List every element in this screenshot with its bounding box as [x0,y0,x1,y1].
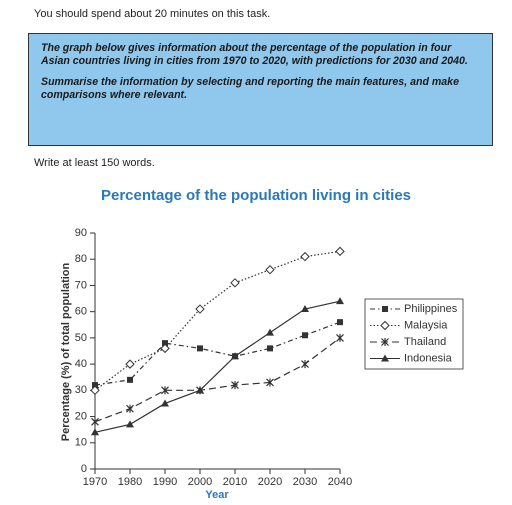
marker [230,278,240,288]
instruction: Write at least 150 words. [34,157,155,169]
marker [195,304,205,314]
marker [91,417,99,426]
x-tick-label: 2030 [293,476,317,488]
y-tick-label: 80 [75,253,87,265]
x-tick-label: 2040 [328,476,352,488]
marker [126,420,134,428]
x-tick-label: 2000 [188,476,212,488]
time-note: You should spend about 20 minutes on thi… [34,8,271,20]
marker [336,333,344,342]
marker [162,340,168,347]
marker [160,343,170,354]
marker [231,381,239,390]
series-line [94,250,341,391]
marker [90,385,100,396]
marker [91,428,99,436]
y-tick-label: 30 [75,384,87,396]
y-tick-label: 90 [75,227,87,239]
legend-label: Malaysia [404,319,448,331]
x-tick-label: 2010 [223,476,247,488]
marker [381,338,389,346]
legend-label: Indonesia [404,352,453,364]
legend-label: Thailand [404,336,446,348]
marker [127,376,133,383]
marker [197,345,203,352]
task-paragraph: The graph below gives information about … [41,42,468,67]
y-tick-label: 40 [75,358,87,370]
x-tick-label: 1970 [83,476,107,488]
y-tick-label: 10 [75,437,87,449]
task-paragraph: Summarise the information by selecting a… [41,76,459,101]
marker [196,386,204,394]
x-tick-label: 1980 [118,476,142,488]
marker [161,399,169,407]
marker [92,382,98,389]
chart-title: Percentage of the population living in c… [101,187,411,204]
y-tick-label: 0 [81,463,87,475]
legend [364,298,464,370]
x-axis-label: Year [205,489,229,501]
marker [380,320,390,331]
y-tick-label: 60 [75,306,87,318]
marker [125,359,135,369]
marker [381,354,389,362]
legend-label: Philippines [404,303,458,315]
marker [301,305,309,313]
marker [266,378,274,387]
y-tick-label: 50 [75,332,87,344]
marker [335,246,345,257]
x-tick-label: 1990 [153,476,177,488]
marker [337,319,343,326]
marker [302,332,308,339]
marker [126,404,134,413]
marker [266,328,274,336]
task-box: The graph below gives information about … [28,33,493,146]
y-axis-label: Percentage (%) of total population [60,262,72,441]
series-line [94,321,341,386]
marker [267,345,273,352]
series-line [94,300,341,433]
marker [161,386,169,395]
marker [300,251,310,262]
y-tick-label: 20 [75,410,87,422]
marker [382,306,388,312]
x-tick-label: 2020 [258,476,282,488]
marker [265,265,275,275]
series-line [94,337,341,423]
marker [301,360,309,369]
marker [231,352,239,360]
marker [336,297,344,305]
y-tick-label: 70 [75,279,87,291]
